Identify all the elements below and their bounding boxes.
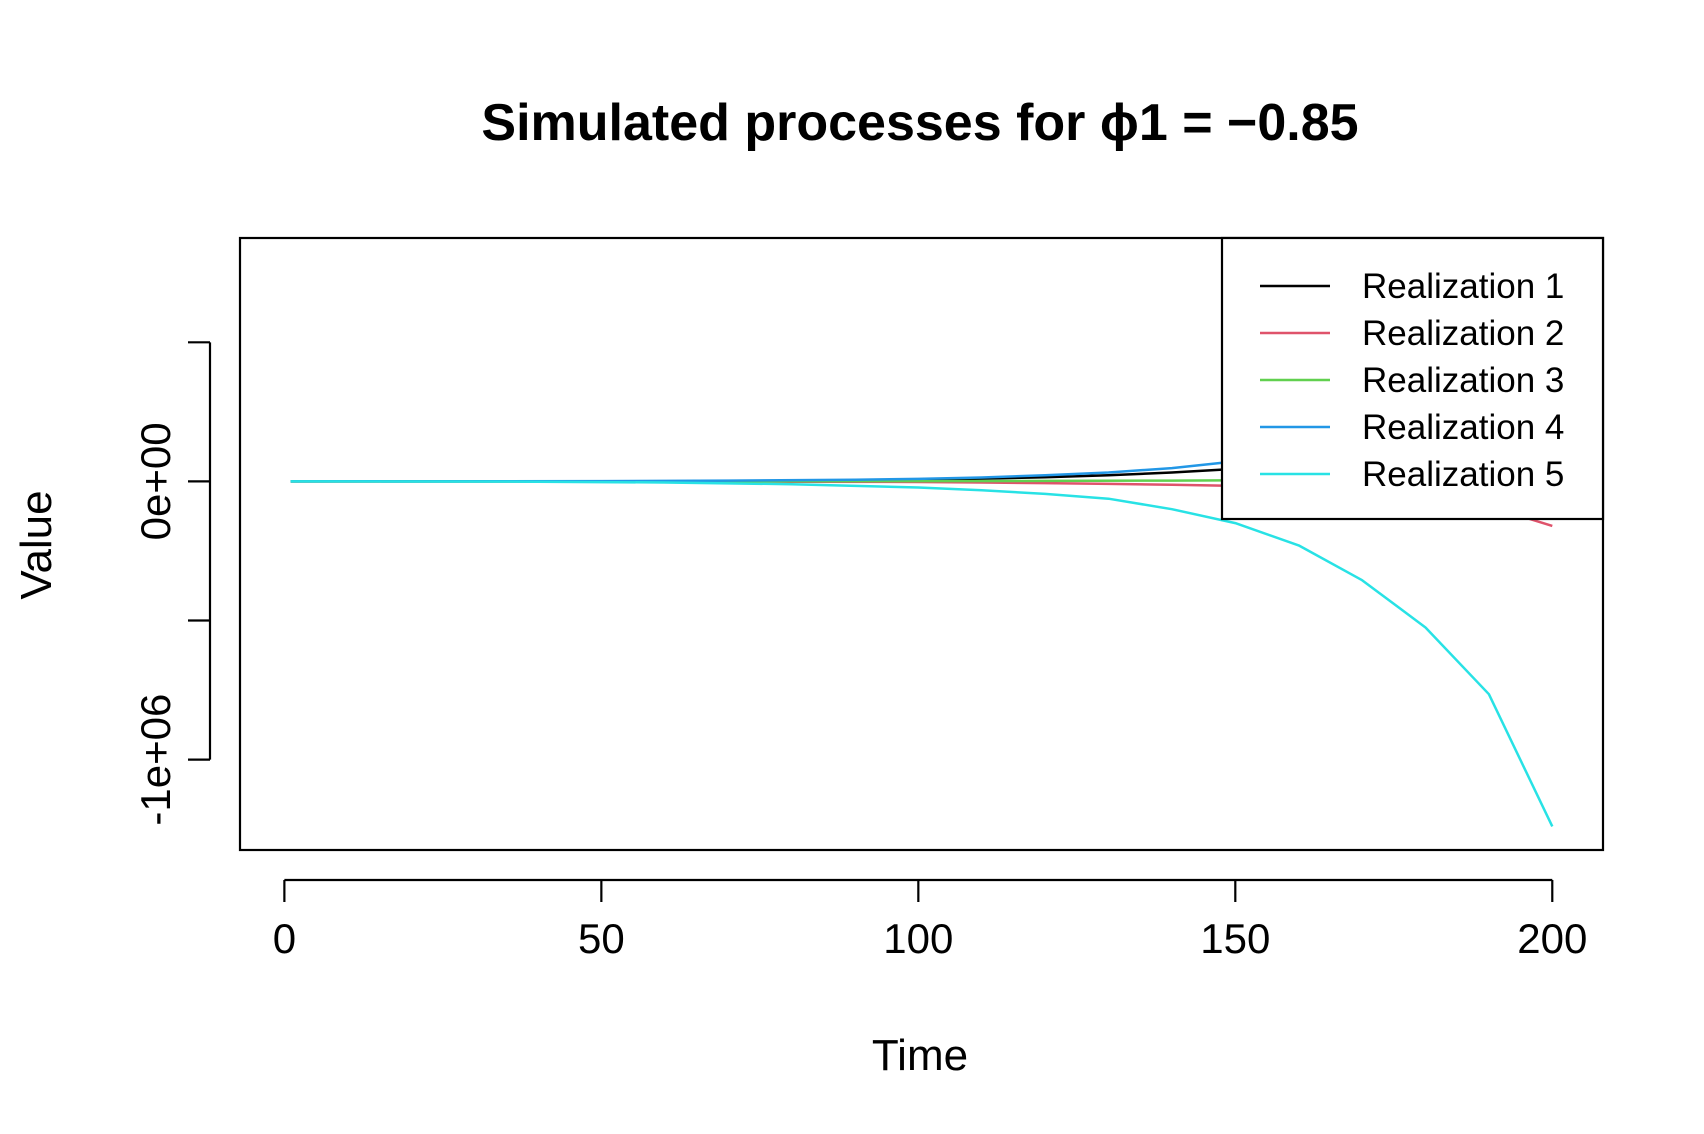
x-tick-label: 50	[578, 915, 625, 962]
legend: Realization 1 Realization 2 Realization 3 R…	[1220, 236, 1605, 521]
x-tick-label: 100	[883, 915, 953, 962]
legend-label: Realization 1	[1362, 267, 1564, 306]
legend-label: Realization 2	[1362, 314, 1564, 353]
x-tick-label: 0	[273, 915, 296, 962]
x-axis-label: Time	[872, 1031, 968, 1080]
x-tick-label: 150	[1200, 915, 1270, 962]
plot-frame	[238, 236, 1605, 852]
y-tick-label: -1e+06	[132, 694, 179, 826]
x-tick-label: 200	[1517, 915, 1587, 962]
series-line-realization-5	[290, 480, 1554, 827]
chart-title: Simulated processes for ϕ1 = −0.85	[481, 94, 1358, 152]
y-axis-label: Value	[12, 490, 61, 599]
legend-label: Realization 4	[1362, 408, 1564, 447]
legend-label: Realization 3	[1362, 361, 1564, 400]
axes: 0 50 100 150 200 -1e+06 0e+00	[132, 236, 1605, 962]
y-tick-label: 0e+00	[132, 422, 179, 540]
legend-label: Realization 5	[1362, 455, 1564, 494]
